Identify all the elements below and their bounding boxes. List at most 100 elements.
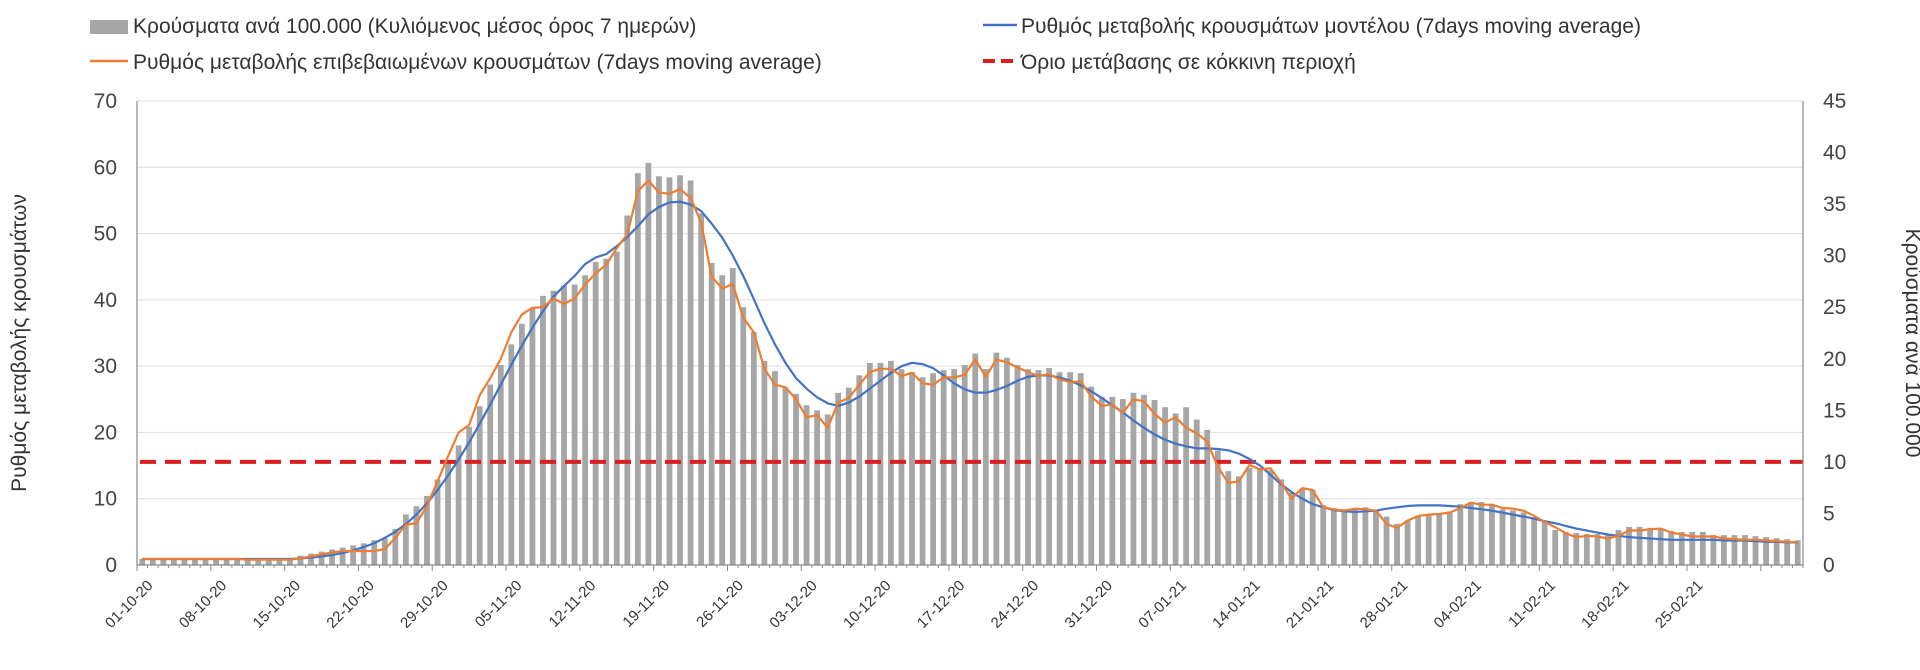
bar	[793, 393, 799, 565]
bar	[360, 543, 367, 565]
y-left-tick-label: 50	[94, 223, 117, 246]
bar	[223, 559, 230, 565]
bar	[487, 384, 494, 565]
bar	[1098, 396, 1105, 565]
bar	[171, 558, 177, 565]
bar	[286, 558, 293, 565]
bar	[1657, 528, 1664, 565]
bar	[1647, 527, 1654, 565]
axes	[136, 101, 1804, 571]
bar	[308, 553, 314, 565]
y-right-tick-label: 45	[1823, 90, 1846, 113]
bar	[1763, 537, 1769, 565]
bar	[1046, 368, 1052, 565]
x-tick-label: 11-02-21	[1505, 577, 1559, 631]
y-axis-left-title: Ρυθμός μεταβολής κρουσμάτων	[8, 194, 31, 492]
bar	[845, 387, 852, 565]
bar	[497, 364, 504, 565]
bar	[1341, 509, 1348, 565]
bar	[866, 362, 873, 565]
bar	[877, 362, 884, 565]
bar	[540, 295, 546, 565]
bar	[1467, 502, 1474, 565]
confirmed-rate-line	[142, 179, 1798, 561]
bar	[782, 387, 789, 565]
bar	[1499, 509, 1506, 565]
x-tick-label: 14-01-21	[1209, 577, 1263, 631]
bar	[687, 180, 694, 565]
bar	[1383, 516, 1390, 565]
bar	[1446, 511, 1453, 565]
bar	[392, 528, 399, 565]
bar	[1130, 392, 1137, 565]
bar	[139, 558, 146, 565]
legend: Κρούσματα ανά 100.000 (Κυλιόμενος μέσος …	[90, 15, 1641, 74]
x-tick-label: 05-11-20	[472, 577, 526, 631]
y-right-tick-label: 30	[1823, 245, 1846, 268]
bar	[371, 540, 378, 565]
x-tick-label: 31-12-20	[1062, 577, 1116, 631]
bar	[814, 410, 821, 565]
bar	[1162, 407, 1168, 565]
bar	[445, 461, 451, 565]
bar	[856, 375, 863, 565]
bar	[1520, 512, 1527, 565]
y-left-tick-label: 10	[94, 488, 117, 511]
bar	[1773, 538, 1780, 565]
y-right-tick-label: 10	[1823, 451, 1846, 474]
bar	[1552, 529, 1559, 565]
bar	[213, 558, 219, 565]
bar	[561, 285, 567, 565]
bar	[424, 495, 430, 565]
bar	[1151, 400, 1158, 565]
bar	[181, 558, 188, 565]
bar	[951, 369, 958, 565]
bar	[582, 275, 589, 565]
legend-label-bars: Κρούσματα ανά 100.000 (Κυλιόμενος μέσος …	[133, 15, 696, 38]
gridlines	[137, 100, 1803, 500]
bar	[624, 215, 631, 565]
bar	[1636, 526, 1643, 565]
bar	[455, 445, 462, 565]
x-tick-label: 18-02-21	[1578, 577, 1632, 631]
bar	[1288, 492, 1295, 565]
bar	[434, 479, 441, 565]
bar	[1425, 514, 1432, 565]
bar	[234, 559, 241, 565]
bar	[1235, 476, 1242, 565]
bar	[1257, 468, 1263, 565]
bar	[1330, 508, 1337, 565]
bar	[1710, 535, 1717, 565]
bar	[255, 559, 262, 565]
bar	[244, 559, 251, 565]
bar	[1267, 470, 1274, 565]
bar	[835, 392, 842, 565]
x-tick-label: 07-01-21	[1135, 577, 1189, 631]
bar	[1004, 357, 1010, 565]
bar	[1562, 532, 1569, 565]
x-tick-label: 10-12-20	[840, 577, 894, 631]
bar	[1615, 529, 1622, 565]
bar	[276, 559, 283, 565]
bar	[1394, 523, 1400, 565]
bar	[1088, 386, 1095, 565]
x-tick-label: 29-10-20	[397, 577, 451, 631]
bar	[961, 364, 968, 565]
bar	[1077, 373, 1084, 565]
bar	[708, 262, 715, 565]
bar	[634, 173, 641, 565]
bar	[1573, 533, 1580, 565]
bar	[940, 370, 947, 565]
y-left-tick-label: 60	[94, 156, 117, 179]
bar	[1362, 507, 1369, 565]
x-tick-label: 21-01-21	[1283, 577, 1337, 631]
bar	[1699, 532, 1706, 565]
bar	[1299, 488, 1306, 565]
bar	[1436, 514, 1443, 565]
bar	[1752, 536, 1759, 565]
x-tick-label: 25-02-21	[1652, 577, 1706, 631]
bar	[972, 353, 979, 565]
x-tick-label: 19-11-20	[619, 577, 673, 631]
x-tick-label: 17-12-20	[914, 577, 968, 631]
bar	[1183, 407, 1190, 565]
